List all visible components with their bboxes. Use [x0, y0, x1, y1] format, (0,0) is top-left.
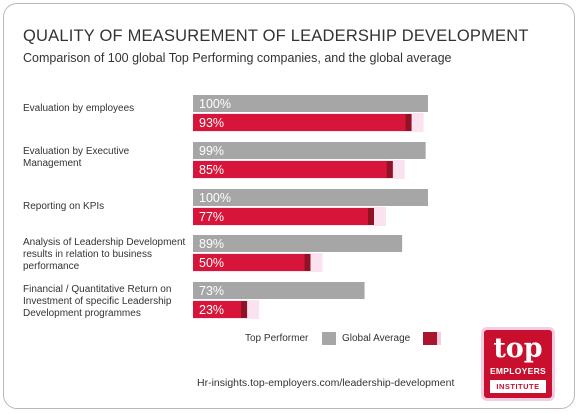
bar-global-average — [193, 161, 393, 178]
bar-top-performer — [193, 189, 428, 206]
bar-global-average — [193, 254, 311, 271]
data-label-global-average: 85% — [199, 163, 224, 177]
bar-global-average — [193, 114, 412, 131]
data-label-top-performer: 100% — [199, 97, 231, 111]
bar-top-performer — [193, 95, 428, 112]
data-label-global-average: 23% — [199, 303, 224, 317]
bar-end-cap — [386, 161, 393, 178]
category-label: Evaluation by employees — [23, 103, 135, 114]
legend-label-global-average: Global Average — [342, 333, 411, 344]
chart-subtitle: Comparison of 100 global Top Performing … — [23, 51, 452, 65]
bar-end-cap — [367, 208, 374, 225]
data-label-top-performer: 89% — [199, 237, 224, 251]
category-label: Financial / Quantitative Return on Inves… — [23, 284, 172, 319]
bar-top-performer — [193, 142, 426, 159]
data-label-global-average: 77% — [199, 210, 224, 224]
data-label-global-average: 93% — [199, 116, 224, 130]
legend-swatch-top-performer — [322, 332, 336, 345]
category-label: Analysis of Leadership Development resul… — [23, 237, 186, 272]
source-url[interactable]: Hr-insights.top-employers.com/leadership… — [197, 377, 455, 389]
data-label-top-performer: 100% — [199, 191, 231, 205]
bar-end-cap — [241, 301, 248, 318]
bar-global-average — [193, 208, 374, 225]
logo-institute-text: INSTITUTE — [490, 380, 546, 393]
bar-top-performer — [193, 235, 403, 252]
category-label: Evaluation by Executive Management — [23, 146, 130, 169]
legend-swatch-global-average — [423, 332, 437, 345]
bar-global-average — [193, 301, 248, 318]
top-employers-logo: top EMPLOYERS INSTITUTE — [484, 330, 552, 398]
data-label-top-performer: 73% — [199, 284, 224, 298]
bar-end-cap — [405, 114, 412, 131]
chart-title: QUALITY OF MEASUREMENT OF LEADERSHIP DEV… — [23, 27, 529, 45]
data-label-global-average: 50% — [199, 256, 224, 270]
logo-employers-text: EMPLOYERS — [489, 366, 547, 376]
bar-end-cap — [304, 254, 311, 271]
bar-top-performer — [193, 282, 365, 299]
legend-label-top-performer: Top Performer — [245, 333, 309, 344]
data-label-top-performer: 99% — [199, 144, 224, 158]
logo-top-text: top — [493, 333, 543, 364]
category-label: Reporting on KPIs — [23, 201, 105, 212]
